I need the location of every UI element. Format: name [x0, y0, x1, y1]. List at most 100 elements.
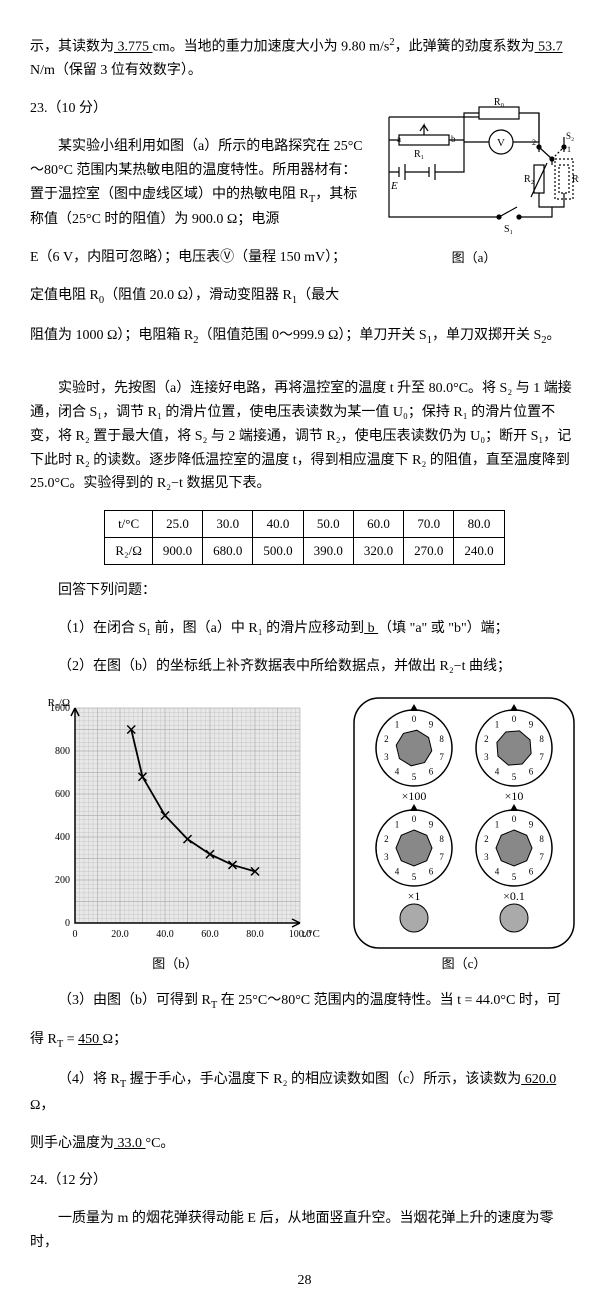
r2: 500.0	[253, 538, 303, 565]
q3c: 得 R	[30, 1032, 57, 1047]
svg-text:0: 0	[65, 918, 70, 929]
q23-p3c: （最大	[297, 288, 339, 303]
q23-p4b: （阻值范围 0～999.9 Ω）；单刀开关 S	[199, 328, 427, 343]
svg-text:8: 8	[439, 834, 444, 844]
svg-text:400: 400	[55, 832, 70, 843]
svg-text:1: 1	[395, 819, 400, 829]
blank-reading-2: 53.7	[535, 40, 563, 55]
intro-2: N/m（保留 3 位有效数字）。	[30, 63, 202, 78]
svg-text:0: 0	[73, 929, 78, 940]
svg-text:t/°C: t/°C	[302, 928, 320, 940]
svg-text:R₀: R₀	[494, 97, 505, 108]
q4c: Ω，	[30, 1098, 54, 1113]
page-number: 28	[30, 1269, 579, 1293]
svg-text:200: 200	[55, 875, 70, 886]
svg-text:×1: ×1	[408, 889, 421, 903]
svg-text:4: 4	[395, 866, 400, 876]
caption-a: 图（a）	[369, 247, 579, 269]
t6: 80.0	[454, 511, 504, 538]
svg-text:1: 1	[495, 819, 500, 829]
caption-c: 图（c）	[349, 953, 579, 975]
t0: 25.0	[152, 511, 202, 538]
q3d: =	[63, 1032, 78, 1047]
q4d: 则手心温度为	[30, 1136, 114, 1151]
svg-text:×0.1: ×0.1	[503, 889, 525, 903]
svg-text:600: 600	[55, 789, 70, 800]
circuit-figure-a: R₀ V a b R₁ E S₁ S₂ 2 1 R	[369, 97, 579, 269]
svg-text:R₁: R₁	[414, 149, 424, 160]
svg-text:3: 3	[384, 852, 389, 862]
svg-text:3: 3	[484, 752, 489, 762]
blank-a4a: 620.0	[521, 1072, 556, 1087]
svg-text:Rᴛ: Rᴛ	[572, 174, 579, 185]
svg-text:20.0: 20.0	[111, 929, 129, 940]
svg-text:5: 5	[412, 872, 417, 882]
svg-text:2: 2	[484, 734, 489, 744]
svg-text:7: 7	[539, 752, 544, 762]
t1: 30.0	[203, 511, 253, 538]
q23-p4a: 阻值为 1000 Ω）；电阻箱 R	[30, 328, 193, 343]
q23-p4c: ，单刀双掷开关 S	[432, 328, 541, 343]
svg-text:2: 2	[384, 734, 389, 744]
svg-text:1: 1	[495, 719, 500, 729]
svg-text:0: 0	[512, 714, 517, 724]
q4-line2: 则手心温度为 33.0 °C。	[30, 1132, 579, 1156]
svg-text:60.0: 60.0	[201, 929, 219, 940]
r6: 240.0	[454, 538, 504, 565]
q23-p5: 实验时，先按图（a）连接好电路，再将温控室的温度 t 升至 80.0°C。将 S…	[30, 377, 579, 496]
svg-text:S₁: S₁	[504, 224, 513, 235]
svg-text:7: 7	[539, 852, 544, 862]
q3b: 在 25°C～80°C 范围内的温度特性。当 t = 44.0°C 时，可	[217, 993, 561, 1008]
q2: （2）在图（b）的坐标纸上补齐数据表中所给数据点，并做出 R₂−t 曲线；	[30, 655, 579, 679]
q23-p4d: 。	[547, 328, 561, 343]
t2: 40.0	[253, 511, 303, 538]
svg-text:40.0: 40.0	[156, 929, 174, 940]
r3: 390.0	[303, 538, 353, 565]
r4: 320.0	[353, 538, 403, 565]
svg-text:8: 8	[439, 734, 444, 744]
blank-a3: 450	[78, 1032, 103, 1047]
q3a: （3）由图（b）可得到 R	[58, 993, 211, 1008]
q3e: Ω；	[103, 1032, 127, 1047]
r0: 900.0	[152, 538, 202, 565]
svg-text:2: 2	[484, 834, 489, 844]
th-r: R₂/Ω	[105, 538, 152, 565]
svg-text:9: 9	[429, 719, 434, 729]
svg-text:5: 5	[512, 872, 517, 882]
q3-line2: 得 RT = 450 Ω；	[30, 1028, 579, 1054]
t4: 60.0	[353, 511, 403, 538]
svg-text:R₂: R₂	[524, 174, 534, 185]
q24-head: 24.（12 分）	[30, 1169, 579, 1193]
q4b: 握于手心，手心温度下 R₂ 的相应读数如图（c）所示，该读数为	[126, 1072, 521, 1087]
svg-text:9: 9	[429, 819, 434, 829]
svg-text:6: 6	[529, 866, 534, 876]
table-row: R₂/Ω 900.0 680.0 500.0 390.0 320.0 270.0…	[105, 538, 504, 565]
svg-text:80.0: 80.0	[246, 929, 264, 940]
t5: 70.0	[404, 511, 454, 538]
svg-text:8: 8	[539, 734, 544, 744]
svg-text:6: 6	[429, 766, 434, 776]
svg-text:5: 5	[512, 772, 517, 782]
svg-text:8: 8	[539, 834, 544, 844]
svg-text:9: 9	[529, 719, 534, 729]
intro-paragraph: 示，其读数为 3.775 cm。当地的重力加速度大小为 9.80 m/s2，此弹…	[30, 34, 579, 83]
data-table: t/°C 25.0 30.0 40.0 50.0 60.0 70.0 80.0 …	[104, 510, 504, 565]
svg-text:800: 800	[55, 746, 70, 757]
intro-1b: cm。当地的重力加速度大小为 9.80 m/s	[153, 40, 390, 55]
svg-text:1: 1	[567, 145, 571, 154]
svg-text:E: E	[390, 180, 398, 192]
intro-1a: 示，其读数为	[30, 40, 114, 55]
svg-text:×10: ×10	[505, 789, 524, 803]
svg-text:9: 9	[529, 819, 534, 829]
caption-b: 图（b）	[30, 953, 320, 975]
q24-p1: 一质量为 m 的烟花弹获得动能 E 后，从地面竖直升空。当烟花弹上升的速度为零时…	[30, 1207, 579, 1255]
intro-1c: ，此弹簧的劲度系数为	[395, 40, 535, 55]
q1a: （1）在闭合 S₁ 前，图（a）中 R₁ 的滑片应移动到	[58, 621, 364, 636]
q23-p3: 定值电阻 R0（阻值 20.0 Ω），滑动变阻器 R1（最大	[30, 284, 579, 310]
q3: （3）由图（b）可得到 RT 在 25°C～80°C 范围内的温度特性。当 t …	[30, 989, 579, 1015]
svg-text:7: 7	[439, 752, 444, 762]
svg-text:3: 3	[384, 752, 389, 762]
svg-text:V: V	[497, 137, 505, 149]
svg-text:×100: ×100	[402, 789, 427, 803]
q23-p4: 阻值为 1000 Ω）；电阻箱 R2（阻值范围 0～999.9 Ω）；单刀开关 …	[30, 324, 579, 350]
